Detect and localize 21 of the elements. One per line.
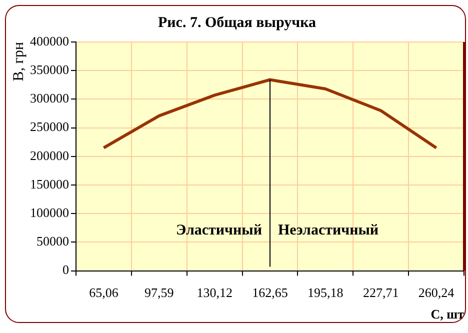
x-tick-label: 260,24 xyxy=(418,285,455,300)
x-tick-label: 97,59 xyxy=(144,285,174,300)
x-tick-label: 130,12 xyxy=(196,285,232,300)
y-axis-title: В, грн xyxy=(10,42,27,82)
annotation: Неэластичный xyxy=(278,222,379,239)
x-tick-label: 195,18 xyxy=(308,285,344,300)
y-tick-label: 50000 xyxy=(36,234,69,249)
y-tick-label: 150000 xyxy=(30,176,69,192)
y-tick-label: 100000 xyxy=(30,205,69,220)
annotation: Эластичный xyxy=(176,222,262,239)
x-tick-label: 65,06 xyxy=(89,285,119,300)
x-tick-label: 162,65 xyxy=(252,285,288,300)
chart-title: Рис. 7. Общая выручка xyxy=(158,14,316,31)
y-tick-label: 250000 xyxy=(30,119,69,134)
x-tick-label: 227,71 xyxy=(362,285,399,300)
y-tick-label: 300000 xyxy=(30,90,69,106)
y-tick-label: 400000 xyxy=(30,33,69,48)
y-tick-label: 0 xyxy=(62,262,69,278)
x-axis-title: С, шт xyxy=(430,306,465,322)
y-tick-label: 350000 xyxy=(30,62,69,78)
y-tick-label: 200000 xyxy=(30,148,69,163)
